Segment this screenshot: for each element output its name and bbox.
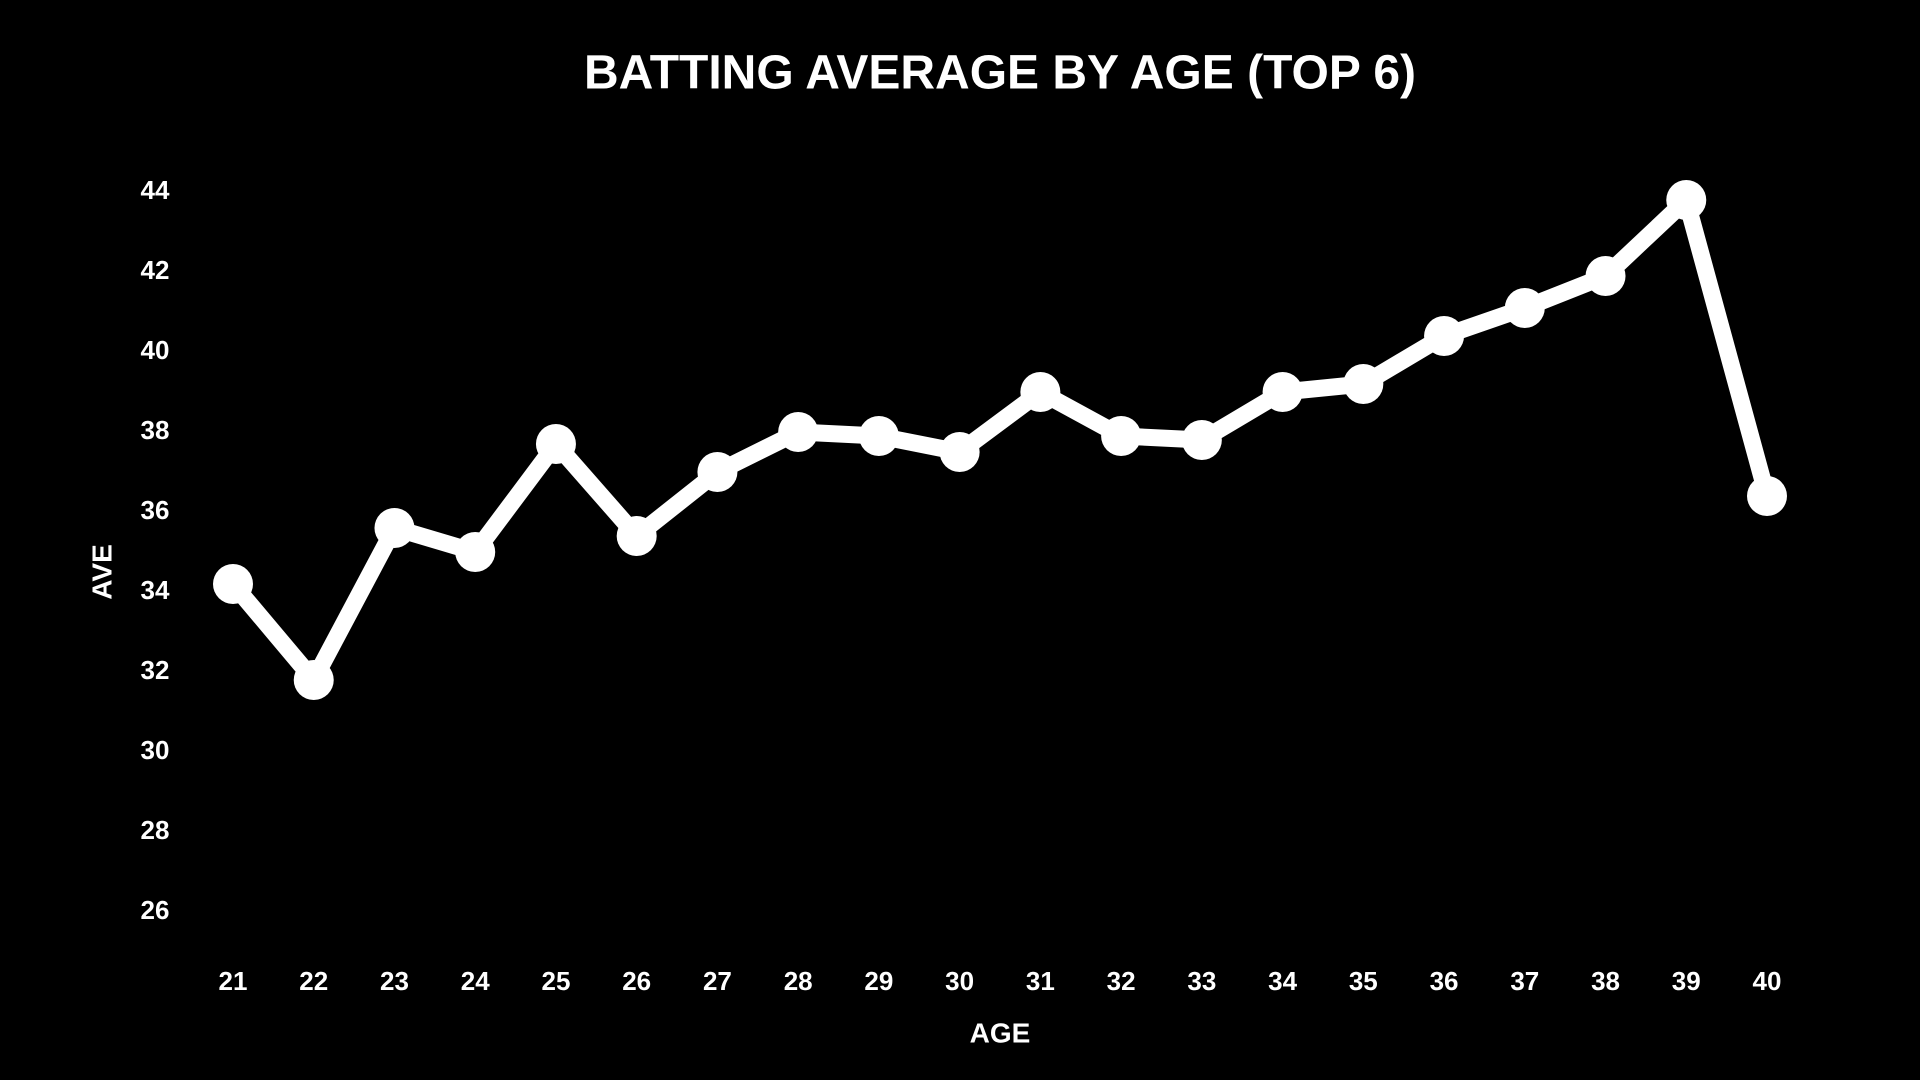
point [778, 412, 819, 452]
point [939, 432, 980, 472]
x-tick-label: 35 [1349, 966, 1378, 996]
point [1020, 372, 1061, 412]
y-axis-title: AVE [86, 544, 117, 600]
x-tick-label: 32 [1107, 966, 1136, 996]
x-tick-label: 31 [1026, 966, 1055, 996]
y-tick-label: 42 [141, 255, 170, 285]
point [1343, 364, 1384, 404]
y-tick-label: 34 [141, 575, 170, 605]
x-tick-label: 39 [1672, 966, 1701, 996]
point [1747, 476, 1787, 516]
x-tick-label: 38 [1591, 966, 1620, 996]
x-tick-label: 37 [1510, 966, 1539, 996]
x-tick-label: 21 [219, 966, 248, 996]
point [455, 532, 496, 572]
x-tick-label: 23 [380, 966, 409, 996]
point [697, 452, 738, 492]
x-tick-label: 24 [461, 966, 490, 996]
point [616, 516, 657, 556]
x-tick-label: 33 [1187, 966, 1216, 996]
y-tick-label: 36 [141, 495, 170, 525]
x-tick-label: 29 [864, 966, 893, 996]
point [374, 508, 415, 548]
x-tick-label: 22 [299, 966, 328, 996]
chart-title: BATTING AVERAGE BY AGE (TOP 6) [584, 47, 1416, 100]
point [1262, 372, 1303, 412]
point [858, 416, 899, 456]
point [1504, 288, 1545, 328]
point [213, 564, 253, 604]
y-tick-label: 38 [141, 415, 170, 445]
x-tick-label: 34 [1268, 966, 1297, 996]
point [1181, 420, 1222, 460]
point [1101, 416, 1142, 456]
x-tick-label: 26 [622, 966, 651, 996]
y-tick-label: 26 [141, 895, 170, 925]
y-tick-label: 40 [141, 335, 170, 365]
x-tick-label: 30 [945, 966, 974, 996]
x-tick-label: 27 [703, 966, 732, 996]
point [1424, 316, 1465, 356]
point [293, 660, 334, 700]
x-tick-label: 40 [1753, 966, 1782, 996]
point [1666, 180, 1707, 220]
x-tick-label: 36 [1430, 966, 1459, 996]
y-tick-label: 32 [141, 655, 170, 685]
x-tick-label: 25 [541, 966, 570, 996]
y-tick-label: 44 [141, 175, 170, 205]
x-axis-title: AGE [970, 1017, 1031, 1048]
x-tick-label: 28 [784, 966, 813, 996]
point [535, 424, 576, 464]
line [224, 191, 1776, 689]
point [1585, 256, 1626, 296]
y-tick-label: 28 [141, 815, 170, 845]
y-tick-label: 30 [141, 735, 170, 765]
